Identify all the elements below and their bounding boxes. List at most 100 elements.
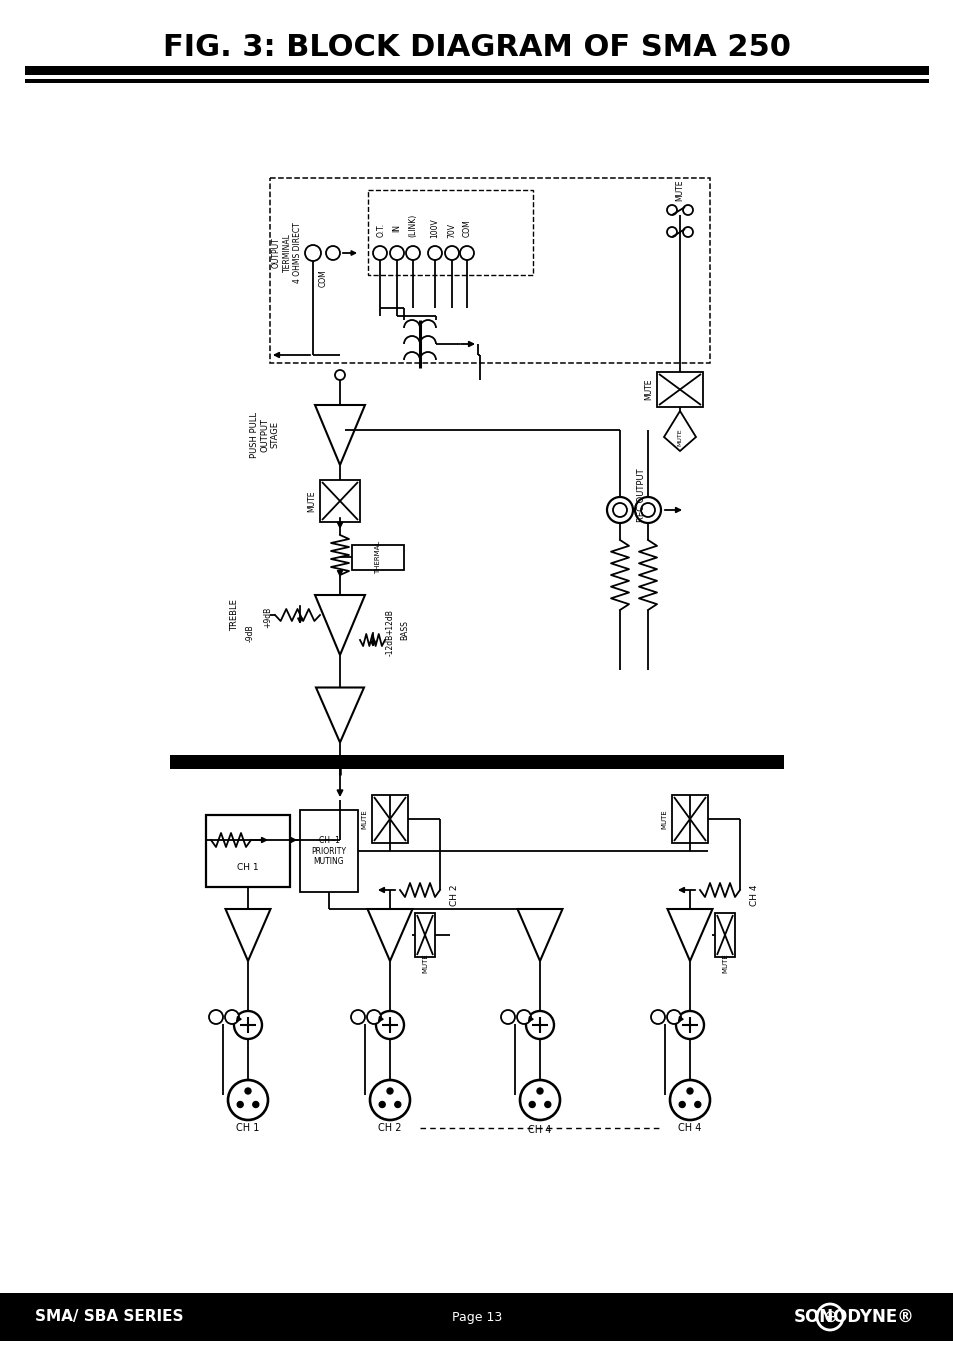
Circle shape [525, 1011, 554, 1039]
Polygon shape [315, 688, 364, 742]
Text: -9dB: -9dB [245, 624, 254, 642]
Text: ⊕: ⊕ [822, 1308, 836, 1326]
Polygon shape [314, 405, 365, 464]
Text: OUTPUT
TERMINAL
4 OHMS DIRECT: OUTPUT TERMINAL 4 OHMS DIRECT [272, 222, 301, 283]
Bar [352, 546, 403, 570]
Bar [415, 913, 435, 957]
Text: +12dB: +12dB [385, 609, 395, 635]
Polygon shape [517, 909, 562, 961]
Text: 70V: 70V [447, 222, 456, 237]
Circle shape [233, 1011, 262, 1039]
Text: BASS: BASS [400, 620, 409, 640]
Text: CH -1
PRIORITY
MUTING: CH -1 PRIORITY MUTING [312, 837, 346, 867]
Circle shape [237, 1102, 243, 1108]
Text: IN: IN [392, 223, 401, 232]
Text: THERMAL: THERMAL [375, 540, 380, 574]
Circle shape [613, 502, 626, 517]
Circle shape [225, 1010, 239, 1024]
Bar [714, 913, 734, 957]
Text: CH 4: CH 4 [528, 1125, 551, 1135]
Circle shape [428, 246, 441, 260]
Circle shape [640, 502, 655, 517]
Circle shape [544, 1102, 550, 1108]
Text: 100V: 100V [430, 218, 439, 238]
Circle shape [375, 1011, 403, 1039]
Circle shape [305, 245, 320, 261]
Polygon shape [367, 909, 412, 961]
Circle shape [245, 1089, 251, 1094]
Text: CH 1: CH 1 [236, 1122, 259, 1133]
Bar [299, 810, 357, 892]
Circle shape [387, 1089, 393, 1094]
Polygon shape [663, 412, 696, 451]
Text: MUTE: MUTE [721, 953, 727, 974]
Circle shape [606, 497, 633, 523]
Text: COM: COM [462, 219, 471, 237]
Text: MUTE: MUTE [660, 810, 666, 829]
Bar [0, 1293, 953, 1340]
Bar [25, 66, 928, 74]
Bar [368, 190, 533, 275]
Text: MUTE: MUTE [644, 378, 653, 399]
Polygon shape [314, 594, 365, 655]
Circle shape [519, 1080, 559, 1120]
Bar [319, 481, 359, 523]
Text: MUTE: MUTE [307, 490, 316, 512]
Circle shape [209, 1010, 223, 1024]
Circle shape [679, 1102, 684, 1108]
Circle shape [669, 1080, 709, 1120]
Text: +9dB: +9dB [263, 607, 273, 628]
Bar [270, 177, 709, 363]
Text: -12dB: -12dB [385, 634, 395, 657]
Polygon shape [225, 909, 271, 961]
Circle shape [395, 1102, 400, 1108]
Text: CH 2: CH 2 [450, 884, 459, 906]
Circle shape [378, 1102, 385, 1108]
Circle shape [444, 246, 458, 260]
Text: MUTE: MUTE [421, 953, 428, 974]
Circle shape [635, 497, 660, 523]
Circle shape [686, 1089, 692, 1094]
Text: CH 4: CH 4 [678, 1122, 701, 1133]
Text: CH 4: CH 4 [750, 884, 759, 906]
Circle shape [335, 370, 345, 380]
Circle shape [682, 204, 692, 215]
Circle shape [666, 227, 677, 237]
Bar [372, 795, 408, 844]
Circle shape [666, 204, 677, 215]
Circle shape [351, 1010, 365, 1024]
Bar [206, 815, 290, 887]
Polygon shape [667, 909, 712, 961]
Circle shape [666, 1010, 680, 1024]
Text: FIG. 3: BLOCK DIAGRAM OF SMA 250: FIG. 3: BLOCK DIAGRAM OF SMA 250 [163, 32, 790, 61]
Circle shape [500, 1010, 515, 1024]
Circle shape [253, 1102, 258, 1108]
Circle shape [682, 227, 692, 237]
Text: SMA/ SBA SERIES: SMA/ SBA SERIES [35, 1309, 183, 1324]
Circle shape [694, 1102, 700, 1108]
Text: REC OUTPUT: REC OUTPUT [637, 468, 646, 521]
Bar [657, 372, 702, 408]
Text: O.T.: O.T. [376, 223, 385, 237]
Circle shape [676, 1011, 703, 1039]
Text: MUTE: MUTE [677, 428, 681, 445]
Text: SONODYNE®: SONODYNE® [794, 1308, 914, 1326]
Circle shape [650, 1010, 664, 1024]
Circle shape [529, 1102, 535, 1108]
Bar [170, 756, 783, 769]
Text: MUTE: MUTE [675, 179, 684, 200]
Circle shape [370, 1080, 410, 1120]
Text: CH 2: CH 2 [377, 1122, 401, 1133]
Text: PUSH PULL
OUTPUT
STAGE: PUSH PULL OUTPUT STAGE [250, 412, 279, 458]
Circle shape [816, 1304, 842, 1330]
Circle shape [390, 246, 403, 260]
Circle shape [406, 246, 419, 260]
Text: Page 13: Page 13 [452, 1311, 501, 1323]
Bar [671, 795, 707, 844]
Circle shape [326, 246, 339, 260]
Circle shape [367, 1010, 380, 1024]
Text: MUTE: MUTE [360, 810, 367, 829]
Circle shape [459, 246, 474, 260]
Circle shape [537, 1089, 542, 1094]
Circle shape [373, 246, 387, 260]
